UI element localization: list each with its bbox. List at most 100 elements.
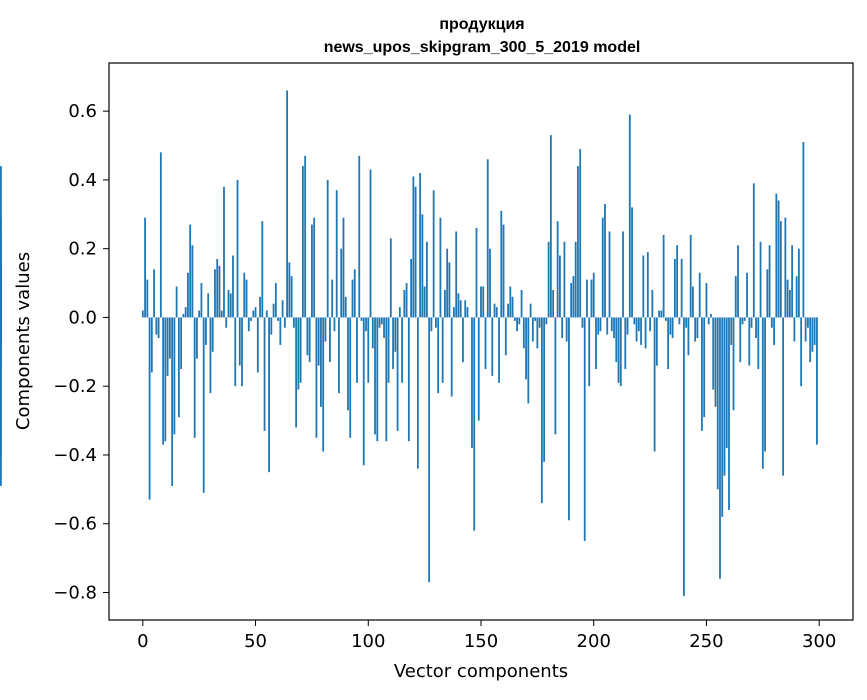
bar	[748, 317, 750, 365]
bar	[787, 280, 789, 318]
bar	[415, 187, 417, 318]
bar	[552, 290, 554, 318]
y-tick-label: −0.8	[53, 582, 97, 603]
bar	[568, 317, 570, 520]
x-tick-label: 100	[351, 631, 385, 652]
bar	[252, 311, 254, 318]
bar	[221, 311, 223, 318]
bar	[336, 190, 338, 317]
bar	[225, 317, 227, 327]
bar	[557, 221, 559, 317]
bar	[681, 259, 683, 317]
bar	[458, 293, 460, 317]
bar	[793, 317, 795, 341]
bar	[656, 317, 658, 365]
bar	[397, 317, 399, 430]
bar	[349, 317, 351, 437]
bar	[530, 304, 532, 318]
bar	[322, 317, 324, 451]
bar	[615, 317, 617, 362]
bar	[582, 317, 584, 327]
bar	[246, 280, 248, 318]
bar	[417, 317, 419, 468]
bar	[173, 317, 175, 434]
y-tick-label: 0.4	[68, 170, 97, 191]
bar	[442, 317, 444, 382]
bar	[340, 249, 342, 318]
bar	[550, 135, 552, 317]
bar	[618, 317, 620, 382]
bar	[451, 317, 453, 396]
bar	[419, 173, 421, 317]
y-axis-label: Components values	[13, 252, 34, 430]
bar	[194, 317, 196, 437]
bar	[228, 290, 230, 318]
bar	[636, 317, 638, 341]
bar	[428, 317, 430, 582]
bar	[410, 259, 412, 317]
bar	[800, 317, 802, 386]
bar	[144, 218, 146, 318]
bar	[775, 194, 777, 318]
bar	[334, 317, 336, 331]
y-tick-label: −0.4	[53, 445, 97, 466]
bar	[198, 311, 200, 318]
chart-title-line-1: продукция	[439, 16, 524, 33]
bar	[566, 317, 568, 341]
bar	[338, 317, 340, 393]
bar	[757, 317, 759, 369]
bar	[588, 317, 590, 386]
plot-frame	[109, 63, 853, 620]
bar	[778, 201, 780, 318]
bar	[331, 280, 333, 318]
bar	[207, 293, 209, 317]
bar	[187, 273, 189, 318]
bar	[155, 317, 157, 334]
bar	[455, 231, 457, 317]
bar	[385, 317, 387, 441]
bar	[295, 317, 297, 427]
bar	[367, 317, 369, 382]
bar	[219, 266, 221, 318]
bar	[735, 276, 737, 317]
bar	[426, 242, 428, 318]
bar	[627, 317, 629, 334]
bar	[719, 317, 721, 578]
bar	[555, 317, 557, 434]
bar	[406, 283, 408, 317]
bar	[399, 307, 401, 317]
bar	[462, 317, 464, 362]
bar	[503, 225, 505, 318]
bar	[259, 297, 261, 318]
bar	[356, 317, 358, 382]
bar	[721, 317, 723, 516]
bar	[183, 314, 185, 317]
bar	[606, 317, 608, 334]
bar	[751, 317, 753, 327]
bar	[679, 317, 681, 324]
bar	[570, 283, 572, 317]
bar	[273, 304, 275, 318]
bar	[412, 176, 414, 317]
bar	[286, 91, 288, 318]
bar	[449, 262, 451, 317]
bar	[347, 317, 349, 410]
bar	[753, 183, 755, 317]
bar	[597, 317, 599, 334]
bar	[223, 187, 225, 318]
bar	[525, 317, 527, 379]
bar	[241, 317, 243, 386]
bar	[178, 317, 180, 417]
bar	[514, 317, 516, 320]
bar	[311, 225, 313, 318]
bar	[201, 283, 203, 317]
bar	[523, 317, 525, 348]
bar	[421, 214, 423, 317]
bar	[703, 317, 705, 417]
bar	[660, 311, 662, 318]
bar	[629, 115, 631, 318]
bar	[255, 307, 257, 317]
bar	[733, 317, 735, 410]
